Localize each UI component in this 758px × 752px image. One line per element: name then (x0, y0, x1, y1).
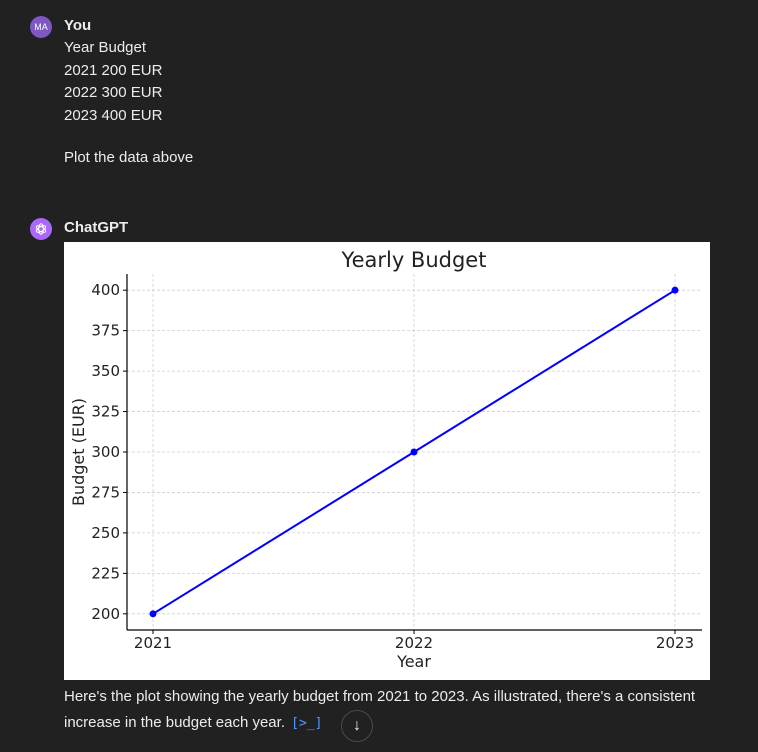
y-tick-label: 350 (91, 362, 120, 380)
y-tick-label: 250 (91, 524, 120, 542)
openai-logo-icon (35, 223, 47, 235)
user-prompt: Plot the data above (64, 149, 194, 166)
scroll-down-button[interactable]: ↓ (341, 710, 373, 742)
x-axis-label: Year (396, 652, 431, 671)
y-tick-label: 375 (91, 322, 120, 340)
user-message: Year Budget 2021 200 EUR 2022 300 EUR 20… (64, 37, 162, 127)
y-tick-label: 200 (91, 605, 120, 623)
view-code-button[interactable]: [>_] (291, 716, 323, 731)
chart-title: Yearly Budget (341, 248, 487, 272)
user-avatar: MA (30, 16, 52, 38)
message-line: 2023 400 EUR (64, 106, 163, 124)
data-point (149, 610, 157, 618)
y-tick-label: 225 (91, 564, 120, 582)
y-tick-label: 275 (91, 483, 120, 501)
x-tick-label: 2023 (656, 634, 694, 652)
x-tick-label: 2021 (134, 634, 172, 652)
line-chart: 200 225 250 275 300 325 350 375 400 2021 2022 2023 Y… (69, 248, 702, 671)
assistant-response: Here's the plot showing the yearly budge… (64, 684, 704, 737)
y-tick-label: 400 (91, 281, 120, 299)
y-tick-label: 325 (91, 403, 120, 421)
message-line: Year Budget (64, 39, 147, 56)
y-axis-label: Budget (EUR) (69, 398, 88, 506)
y-tick-label: 300 (91, 443, 120, 461)
message-line: 2022 300 EUR (64, 84, 163, 101)
x-tick-label: 2022 (395, 634, 433, 652)
data-point (410, 448, 418, 456)
assistant-name: ChatGPT (64, 219, 129, 236)
arrow-down-icon: ↓ (353, 717, 361, 734)
chart-image: 200 225 250 275 300 325 350 375 400 2021 2022 2023 Y… (64, 242, 710, 680)
user-name: You (64, 17, 92, 34)
response-text: Here's the plot showing the yearly budge… (64, 688, 696, 731)
message-line: 2021 200 EUR (64, 61, 163, 79)
chatgpt-avatar (30, 218, 52, 240)
data-point (671, 286, 679, 294)
